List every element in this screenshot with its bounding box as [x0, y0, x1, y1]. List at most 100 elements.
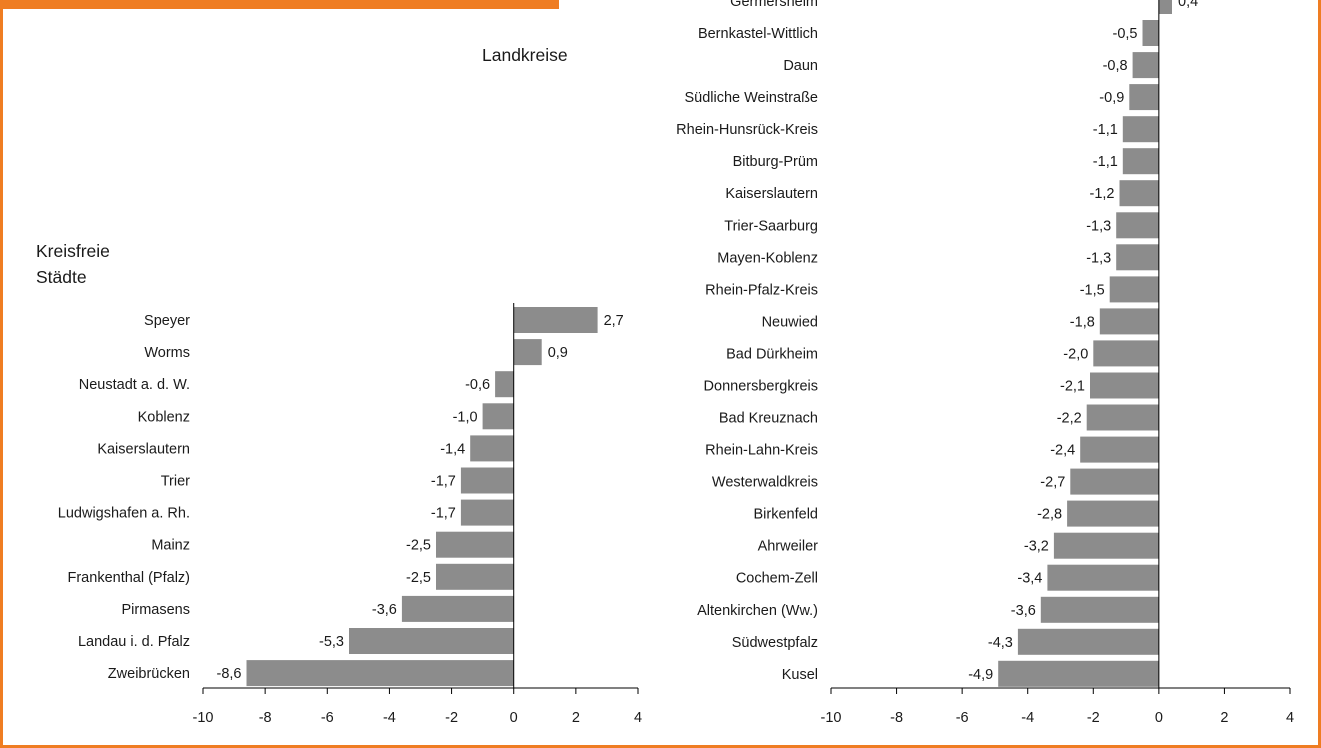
data-label: -5,3	[319, 634, 344, 650]
category-label: Daun	[783, 58, 818, 74]
category-label: Frankenthal (Pfalz)	[68, 570, 191, 586]
x-tick-label: 2	[1220, 710, 1228, 726]
category-label: Birkenfeld	[754, 507, 818, 523]
bar	[482, 403, 514, 430]
category-label: Donnersbergkreis	[704, 379, 818, 395]
category-label: Mainz	[151, 538, 190, 554]
bar	[1080, 436, 1159, 463]
x-tick-label: -10	[193, 710, 214, 726]
data-label: -1,3	[1086, 250, 1111, 266]
chart-title-line-2: Städte	[36, 267, 87, 287]
category-label: Kaiserslautern	[725, 186, 818, 202]
data-label: -2,7	[1040, 475, 1065, 491]
bar	[998, 660, 1159, 687]
data-label: -1,8	[1070, 314, 1095, 330]
data-label: -1,0	[453, 409, 478, 425]
bar	[1132, 52, 1159, 79]
data-label: -3,2	[1024, 539, 1049, 555]
data-label: -2,5	[406, 538, 431, 554]
bar	[1086, 404, 1159, 431]
data-label: -4,9	[968, 667, 993, 683]
category-label: Kaiserslautern	[97, 441, 190, 457]
x-tick-label: -8	[890, 710, 903, 726]
category-label: Bad Kreuznach	[719, 411, 818, 427]
x-tick-label: -8	[259, 710, 272, 726]
bar	[1142, 20, 1159, 46]
category-label: Speyer	[144, 313, 190, 329]
x-tick-label: 4	[634, 710, 642, 726]
x-tick-label: -4	[1021, 710, 1034, 726]
x-tick-label: -2	[1087, 710, 1100, 726]
data-label: -0,5	[1113, 26, 1138, 42]
x-tick-label: -10	[821, 710, 842, 726]
bar	[460, 467, 514, 494]
category-label: Bitburg-Prüm	[733, 154, 818, 170]
category-label: Trier-Saarburg	[724, 218, 818, 234]
data-label: -3,6	[1011, 603, 1036, 619]
bar	[460, 499, 514, 526]
category-label: Westerwaldkreis	[712, 475, 818, 491]
chart-title-line-1: Kreisfreie	[36, 241, 110, 261]
bar	[513, 339, 542, 366]
bar	[1099, 308, 1159, 335]
data-label: -1,5	[1080, 282, 1105, 298]
bar	[401, 595, 514, 622]
bar	[436, 531, 514, 558]
data-label: -1,7	[431, 474, 456, 490]
bar	[1017, 628, 1159, 655]
data-label: -3,6	[372, 602, 397, 618]
category-label: Südliche Weinstraße	[684, 90, 818, 106]
data-label: -4,3	[988, 635, 1013, 651]
data-label: -2,0	[1063, 346, 1088, 362]
data-label: -1,1	[1093, 122, 1118, 138]
data-label: -1,2	[1090, 186, 1115, 202]
chart-title-landkreise: Landkreise	[482, 45, 568, 65]
category-label: Pirmasens	[122, 602, 191, 618]
data-label: -8,6	[217, 666, 242, 682]
category-label: Mayen-Koblenz	[717, 250, 818, 266]
bar	[1053, 532, 1159, 559]
bar	[1158, 0, 1172, 14]
data-label: -2,2	[1057, 411, 1082, 427]
category-label: Bernkastel-Wittlich	[698, 26, 818, 42]
bar	[1109, 276, 1159, 303]
category-label: Landau i. d. Pfalz	[78, 634, 190, 650]
bar	[470, 435, 514, 462]
data-label: -1,7	[431, 506, 456, 522]
data-label: -1,4	[440, 441, 465, 457]
category-label: Zweibrücken	[108, 666, 190, 682]
bar	[513, 307, 598, 333]
data-label: -2,4	[1050, 443, 1075, 459]
category-label: Koblenz	[138, 409, 190, 425]
category-label: Germersheim	[730, 0, 818, 10]
category-label: Cochem-Zell	[736, 571, 818, 587]
data-label: -1,1	[1093, 154, 1118, 170]
bar	[1070, 468, 1159, 495]
data-label: -2,5	[406, 570, 431, 586]
category-label: Rhein-Hunsrück-Kreis	[676, 122, 818, 138]
data-label: 0,9	[548, 345, 568, 361]
data-label: -0,9	[1099, 90, 1124, 106]
category-label: Neuwied	[762, 314, 818, 330]
bar	[1129, 84, 1159, 111]
category-label: Rhein-Lahn-Kreis	[705, 443, 818, 459]
bar	[1122, 148, 1159, 175]
bar	[1040, 596, 1159, 623]
frame-header-bar	[0, 0, 559, 9]
bar	[1090, 372, 1159, 399]
category-label: Altenkirchen (Ww.)	[697, 603, 818, 619]
x-tick-label: -6	[321, 710, 334, 726]
category-label: Rhein-Pfalz-Kreis	[705, 282, 818, 298]
data-label: -2,1	[1060, 379, 1085, 395]
x-tick-label: -6	[956, 710, 969, 726]
category-label: Ahrweiler	[758, 539, 819, 555]
category-label: Neustadt a. d. W.	[79, 377, 190, 393]
category-label: Südwestpfalz	[732, 635, 818, 651]
x-tick-label: 4	[1286, 710, 1294, 726]
bar	[1122, 116, 1159, 143]
category-label: Worms	[144, 345, 190, 361]
category-label: Ludwigshafen a. Rh.	[58, 506, 190, 522]
bar	[1119, 180, 1159, 207]
